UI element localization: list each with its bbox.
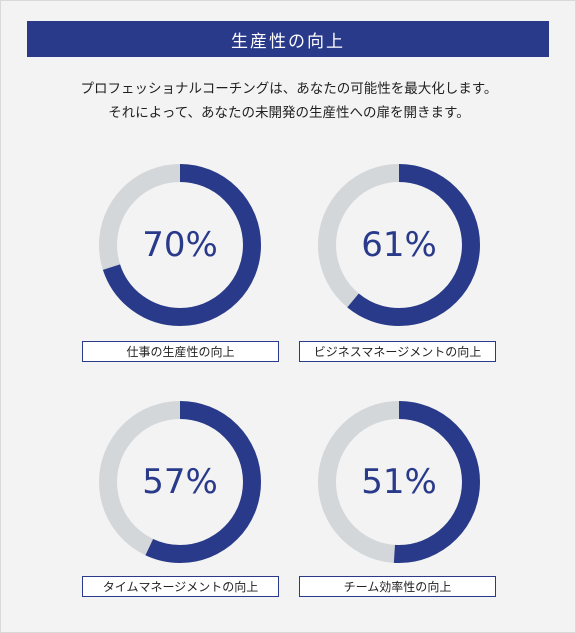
percent-value: 70% [142,225,218,265]
stat-business-management: 61% [289,135,509,355]
percent-value: 57% [142,462,218,502]
stat-label: 仕事の生産性の向上 [82,341,279,362]
ring-progress [99,164,261,326]
intro-line-1: プロフェッショナルコーチングは、あなたの可能性を最大化します。 [80,81,498,97]
donut-ring [318,164,480,326]
stat-work-productivity: 70% [70,135,290,355]
stat-label: タイムマネージメントの向上 [82,576,279,597]
percent-value: 61% [361,225,437,265]
stat-team-efficiency: 51% [289,372,509,592]
ring-progress [318,164,480,326]
percent-value: 51% [361,462,437,502]
stat-label: ビジネスマネージメントの向上 [299,341,496,362]
intro-line-2: それによって、あなたの未開発の生産性への扉を開きます。 [108,105,470,121]
intro-text: プロフェッショナルコーチングは、あなたの可能性を最大化します。 それによって、あ… [21,77,557,125]
donut-ring [99,164,261,326]
page-title: 生産性の向上 [27,21,549,57]
ring-progress [318,401,480,563]
ring-progress [99,401,261,563]
donut-ring [99,401,261,563]
stat-time-management: 57% [70,372,290,592]
donut-ring [318,401,480,563]
stat-label: チーム効率性の向上 [299,576,496,597]
